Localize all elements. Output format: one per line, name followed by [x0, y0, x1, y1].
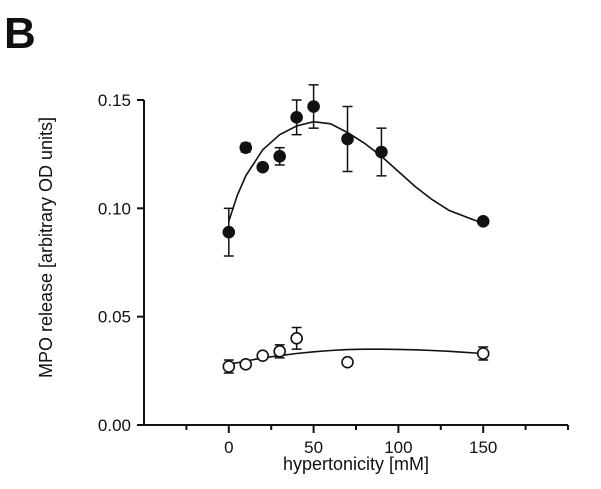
open-data-point [256, 349, 270, 362]
fit-curve-2 [228, 348, 484, 366]
open-data-point [290, 332, 303, 345]
y-tick-label: 0.15 [98, 91, 131, 110]
data-points [222, 84, 490, 374]
filled-data-point [239, 141, 253, 154]
filled-data-point [307, 100, 320, 113]
panel-label: B [4, 9, 36, 58]
open-data-point [222, 360, 236, 373]
axes: 0.00 0.05 0.10 0.15 0 50 100 150 [98, 91, 569, 457]
filled-data-point [375, 145, 388, 159]
y-tick-label: 0.00 [98, 416, 131, 435]
open-data-point [341, 355, 354, 369]
x-tick-label: 50 [304, 438, 323, 457]
open-data-point [476, 347, 490, 360]
filled-data-point [256, 160, 270, 174]
x-tick-label: 150 [469, 438, 497, 457]
x-tick-label: 0 [224, 438, 233, 457]
open-data-point [273, 345, 286, 358]
fit-curves [228, 120, 484, 366]
filled-data-point [290, 111, 303, 124]
y-axis-label: MPO release [arbitrary OD units] [36, 117, 56, 378]
y-tick-label: 0.05 [98, 308, 131, 327]
open-data-point [239, 358, 253, 371]
filled-data-point [222, 225, 236, 239]
y-tick-label: 0.10 [98, 199, 131, 218]
filled-data-point [476, 215, 490, 228]
x-axis-label: hypertonicity [mM] [283, 454, 429, 474]
filled-data-point [341, 132, 354, 146]
filled-data-point [273, 150, 286, 163]
fit-curve-1 [228, 120, 484, 225]
x-tick-label: 100 [384, 438, 412, 457]
